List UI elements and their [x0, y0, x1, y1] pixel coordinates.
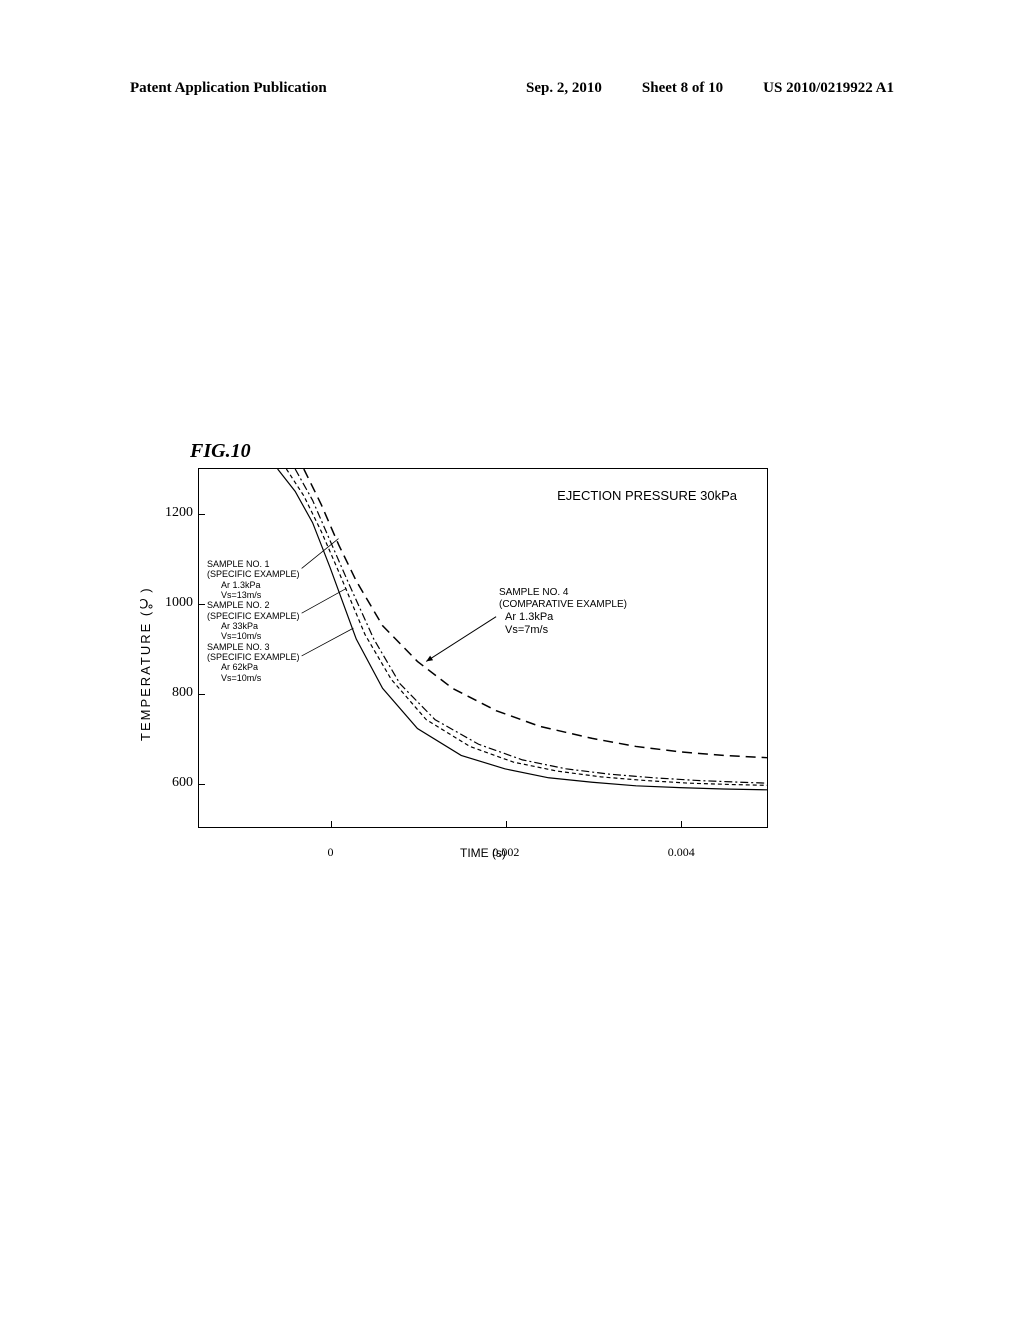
- header-date: Sep. 2, 2010: [526, 80, 602, 97]
- x-tick: 0: [328, 845, 334, 860]
- header-publication: Patent Application Publication: [130, 80, 327, 97]
- sample3-legend: SAMPLE NO. 3 (SPECIFIC EXAMPLE) Ar 62kPa…: [207, 642, 300, 683]
- header-pubno: US 2010/0219922 A1: [763, 80, 894, 97]
- ejection-pressure-annotation: EJECTION PRESSURE 30kPa: [557, 489, 737, 503]
- sample2-legend: SAMPLE NO. 2 (SPECIFIC EXAMPLE) Ar 33kPa…: [207, 600, 300, 641]
- figure-container: FIG.10 TEMPERATURE (℃) 1200 1000 800 600…: [130, 440, 830, 860]
- sample1-legend: SAMPLE NO. 1 (SPECIFIC EXAMPLE) Ar 1.3kP…: [207, 559, 300, 600]
- page-header: Patent Application Publication Sep. 2, 2…: [0, 80, 1024, 97]
- y-axis-ticks: 1200 1000 800 600: [153, 468, 198, 828]
- x-tick: 0.004: [668, 845, 695, 860]
- chart-wrapper: TEMPERATURE (℃) 1200 1000 800 600 EJECTI…: [130, 468, 830, 860]
- x-tick: 0.002: [492, 845, 519, 860]
- figure-title: FIG.10: [190, 440, 830, 463]
- sample4-legend: SAMPLE NO. 4 (COMPARATIVE EXAMPLE) Ar 1.…: [499, 587, 627, 637]
- sample-legend-left: SAMPLE NO. 1 (SPECIFIC EXAMPLE) Ar 1.3kP…: [207, 559, 300, 683]
- header-sheet: Sheet 8 of 10: [642, 80, 723, 97]
- header-right-group: Sep. 2, 2010 Sheet 8 of 10 US 2010/02199…: [526, 80, 894, 97]
- plot-area: EJECTION PRESSURE 30kPa SAMPLE NO. 1 (SP…: [198, 468, 768, 828]
- y-axis-label: TEMPERATURE (℃): [130, 468, 153, 860]
